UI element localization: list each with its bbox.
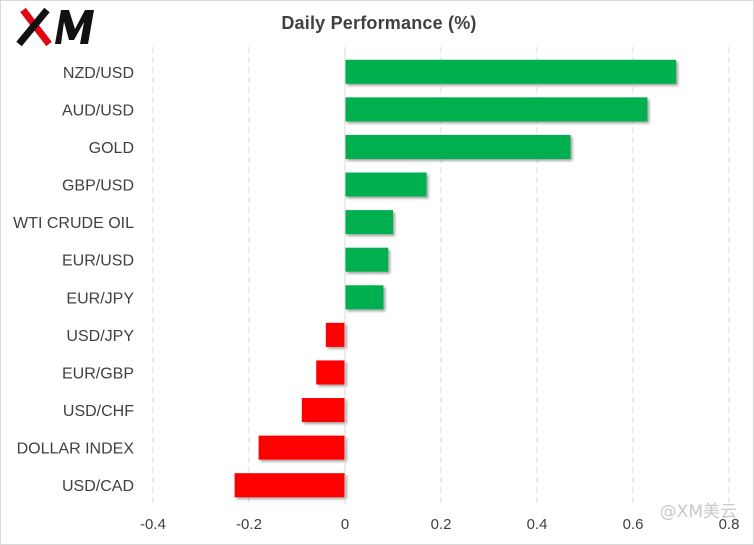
chart-title: Daily Performance (%): [281, 13, 477, 33]
bar: [258, 435, 345, 460]
bar: [345, 172, 427, 197]
category-label: WTI CRUDE OIL: [13, 215, 134, 232]
category-label: DOLLAR INDEX: [17, 441, 135, 458]
category-label: USD/CHF: [63, 403, 134, 420]
x-tick-label: 0: [341, 516, 349, 533]
category-label: GBP/USD: [62, 178, 134, 195]
x-tick-label: -0.4: [140, 516, 166, 533]
bar: [345, 210, 393, 235]
x-tick-label: 0.6: [623, 516, 644, 533]
bar: [316, 360, 345, 385]
bar: [234, 473, 345, 498]
x-tick-label: -0.2: [236, 516, 262, 533]
category-label: AUD/USD: [62, 102, 134, 119]
x-tick-label: 0.2: [431, 516, 452, 533]
x-tick-label: 0.4: [527, 516, 548, 533]
category-label: EUR/GBP: [62, 365, 134, 382]
bar: [345, 285, 384, 310]
bar: [301, 398, 345, 423]
xm-logo: [16, 7, 94, 47]
category-label: GOLD: [89, 140, 134, 157]
x-tick-label: 0.8: [719, 516, 740, 533]
bar: [345, 134, 571, 159]
category-label: NZD/USD: [63, 65, 134, 82]
bar: [325, 322, 345, 347]
category-label: USD/CAD: [62, 478, 134, 495]
bar: [345, 97, 648, 122]
category-label: EUR/JPY: [66, 290, 134, 307]
watermark: @XM美云: [659, 502, 737, 522]
category-label: USD/JPY: [66, 328, 134, 345]
category-label: EUR/USD: [62, 253, 134, 270]
bar: [345, 59, 677, 84]
bar: [345, 247, 389, 272]
